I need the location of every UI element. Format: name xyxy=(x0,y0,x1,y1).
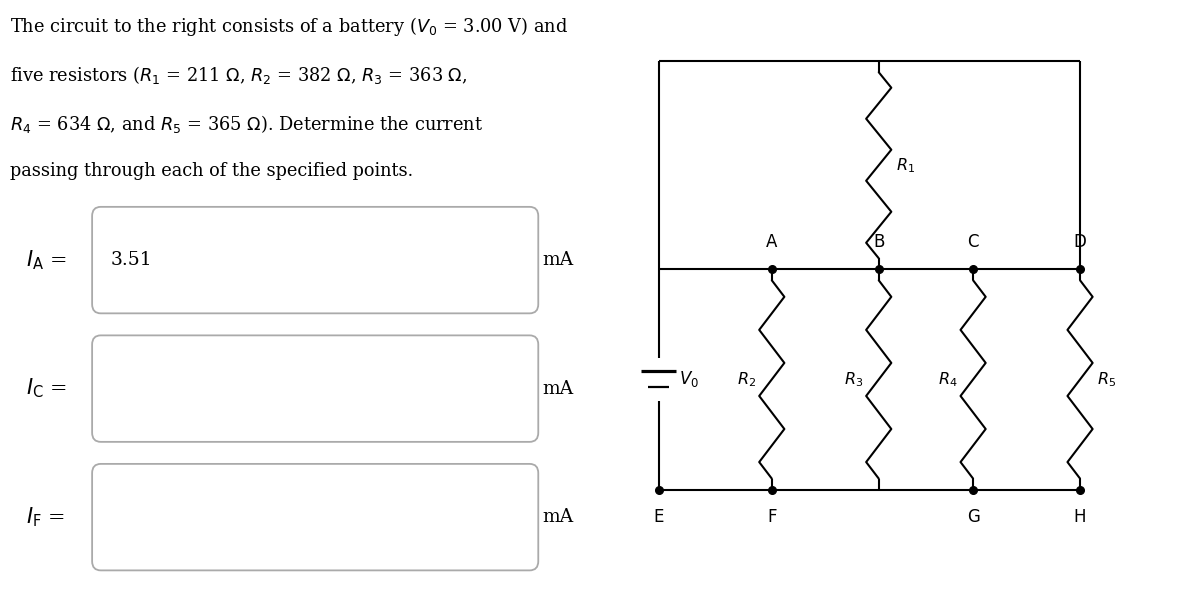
FancyBboxPatch shape xyxy=(93,335,538,442)
Text: 3.51: 3.51 xyxy=(112,251,153,269)
Text: C: C xyxy=(967,233,979,251)
Text: H: H xyxy=(1074,508,1086,526)
Text: $V_0$: $V_0$ xyxy=(679,370,699,389)
Text: G: G xyxy=(966,508,979,526)
Text: $I_\mathrm{C}$ =: $I_\mathrm{C}$ = xyxy=(26,377,66,400)
Text: five resistors ($R_1$ = 211 $\Omega$, $R_2$ = 382 $\Omega$, $R_3$ = 363 $\Omega$: five resistors ($R_1$ = 211 $\Omega$, $R… xyxy=(11,64,468,86)
Text: passing through each of the specified points.: passing through each of the specified po… xyxy=(11,162,413,180)
Text: The circuit to the right consists of a battery ($V_0$ = 3.00 V) and: The circuit to the right consists of a b… xyxy=(11,15,569,39)
Text: $R_4$: $R_4$ xyxy=(938,370,958,389)
Text: mA: mA xyxy=(542,251,573,269)
Text: D: D xyxy=(1073,233,1086,251)
Text: $R_2$: $R_2$ xyxy=(737,370,756,389)
Text: $R_3$: $R_3$ xyxy=(844,370,863,389)
Text: A: A xyxy=(766,233,777,251)
FancyBboxPatch shape xyxy=(93,207,538,313)
Text: mA: mA xyxy=(542,379,573,398)
Text: $R_4$ = 634 $\Omega$, and $R_5$ = 365 $\Omega$). Determine the current: $R_4$ = 634 $\Omega$, and $R_5$ = 365 $\… xyxy=(11,113,483,135)
FancyBboxPatch shape xyxy=(93,464,538,570)
Text: $R_1$: $R_1$ xyxy=(896,156,915,174)
Text: F: F xyxy=(767,508,776,526)
Text: mA: mA xyxy=(542,508,573,526)
Text: $I_\mathrm{A}$ =: $I_\mathrm{A}$ = xyxy=(26,248,66,272)
Text: $R_5$: $R_5$ xyxy=(1097,370,1116,389)
Text: B: B xyxy=(874,233,884,251)
Text: E: E xyxy=(653,508,664,526)
Text: $I_\mathrm{F}$ =: $I_\mathrm{F}$ = xyxy=(26,506,65,529)
